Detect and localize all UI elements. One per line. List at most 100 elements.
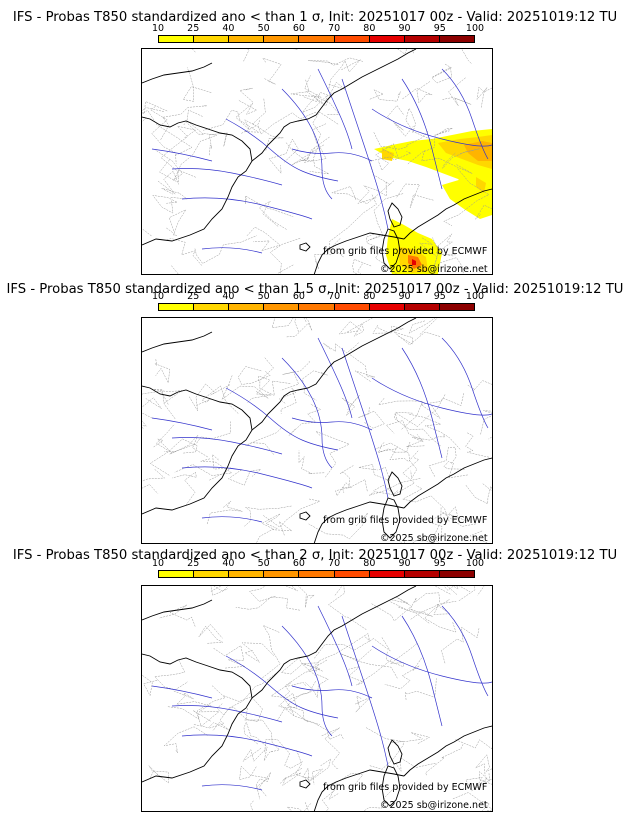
- probability-shading: [374, 129, 492, 274]
- river-line: [341, 615, 389, 767]
- border-line: [209, 453, 232, 481]
- border-line: [212, 645, 245, 669]
- river-line: [225, 387, 339, 451]
- colorbar-tick-label: 100: [465, 558, 485, 569]
- border-line: [394, 413, 441, 447]
- colorbar-tick-label: 90: [398, 23, 411, 34]
- border-line: [166, 209, 187, 236]
- colorbar-tick-label: 100: [465, 23, 485, 34]
- colorbar-tick-label: 25: [187, 558, 200, 569]
- border-line: [363, 785, 402, 811]
- border-line: [313, 637, 391, 660]
- colorbar-swatch: [404, 571, 440, 577]
- river-line: [201, 247, 263, 254]
- border-line: [285, 142, 316, 163]
- border-line: [161, 188, 188, 200]
- border-line: [467, 380, 492, 392]
- border-line: [285, 659, 328, 686]
- border-line: [142, 107, 164, 122]
- border-line: [142, 397, 162, 429]
- coast-line: [387, 202, 403, 228]
- river-line: [181, 466, 313, 489]
- border-line: [286, 318, 313, 338]
- border-line: [245, 428, 282, 455]
- border-line: [255, 772, 271, 800]
- border-line: [377, 398, 424, 430]
- colorbar-tick-label: 95: [433, 291, 446, 302]
- border-line: [313, 93, 341, 116]
- border-line: [384, 657, 422, 690]
- map-france: from grib files provided by ECMWF ©2025 …: [141, 48, 493, 275]
- river-line: [401, 78, 443, 190]
- border-line: [461, 49, 472, 64]
- colorbar-swatch: [194, 36, 230, 42]
- border-line: [407, 149, 473, 174]
- border-line: [394, 394, 446, 427]
- colorbar-tick-label: 80: [363, 23, 376, 34]
- colorbar-swatch: [439, 304, 474, 310]
- border-line: [371, 596, 412, 622]
- border-line: [313, 249, 344, 269]
- border-line: [209, 703, 228, 729]
- coast-line: [142, 653, 253, 783]
- border-line: [443, 168, 490, 226]
- border-line: [235, 596, 300, 611]
- border-line: [441, 506, 477, 527]
- border-line: [247, 375, 272, 403]
- river-line: [281, 357, 333, 469]
- colorbar-tick-label: 70: [328, 558, 341, 569]
- river-line: [291, 148, 373, 162]
- coast-line: [403, 725, 492, 777]
- border-line: [355, 695, 371, 713]
- border-line: [153, 423, 175, 454]
- border-line: [174, 458, 233, 476]
- border-line: [403, 539, 424, 543]
- border-line: [420, 392, 465, 419]
- colorbar-swatch: [369, 304, 405, 310]
- border-line: [424, 128, 453, 152]
- border-line: [340, 649, 398, 679]
- border-line: [452, 792, 492, 811]
- border-line: [291, 136, 330, 166]
- border-line: [182, 67, 212, 102]
- border-line: [301, 91, 328, 113]
- coast-line: [403, 188, 492, 240]
- border-line: [424, 599, 457, 633]
- river-line: [441, 68, 489, 160]
- colorbar-swatch: [229, 304, 265, 310]
- border-line: [428, 446, 457, 477]
- colorbar-swatch: [334, 571, 370, 577]
- river-line: [317, 337, 353, 419]
- border-line: [172, 471, 197, 506]
- border-line: [158, 604, 196, 627]
- colorbar-swatch: [404, 36, 440, 42]
- border-line: [349, 353, 375, 382]
- border-line: [206, 500, 243, 525]
- colorbar-swatches: [158, 303, 475, 311]
- border-line: [288, 403, 322, 436]
- colorbar: 10 25 40 50 60 70 80 90 95 100: [152, 558, 484, 586]
- colorbar-swatch: [439, 571, 474, 577]
- border-line: [259, 357, 292, 396]
- colorbar-tick-label: 40: [222, 558, 235, 569]
- border-line: [404, 678, 437, 700]
- colorbar-swatch: [264, 571, 300, 577]
- border-line: [270, 682, 297, 721]
- border-line: [405, 107, 433, 141]
- border-line: [237, 366, 271, 385]
- colorbar-tick-label: 95: [433, 558, 446, 569]
- border-line: [152, 195, 179, 214]
- border-line: [142, 228, 152, 237]
- border-line: [269, 237, 301, 274]
- colorbar-tick-label: 10: [151, 558, 165, 569]
- colorbar-tick-label: 10: [151, 291, 165, 302]
- border-line: [341, 395, 360, 416]
- panel-title: IFS - Probas T850 standardized ano < tha…: [12, 548, 618, 563]
- colorbar-swatches: [158, 35, 475, 43]
- border-line: [393, 331, 441, 346]
- border-line: [315, 431, 350, 478]
- border-line: [442, 77, 472, 107]
- river-line: [281, 88, 333, 200]
- border-line: [286, 680, 320, 725]
- border-line: [241, 642, 275, 663]
